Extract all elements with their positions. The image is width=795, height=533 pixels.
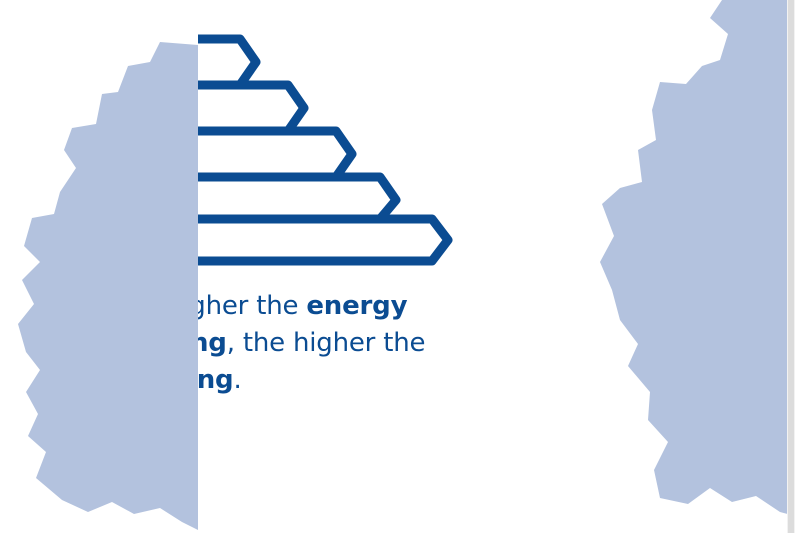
energy-label-caption: higher the energy ng, the higher the ing…: [198, 288, 498, 438]
caption-line-3-bold: ing: [198, 365, 234, 395]
caption-line-3-regular: .: [233, 365, 242, 395]
caption-line-1-bold: energy: [306, 291, 408, 321]
caption-line-2-regular: , the higher the: [226, 328, 426, 358]
energy-label-arrows-icon: [198, 0, 468, 270]
caption-line-1-regular: higher the: [198, 291, 299, 321]
vertical-scrollbar[interactable]: [787, 0, 795, 533]
scrollbar-thumb[interactable]: [788, 0, 794, 533]
germany-map-left-icon: [0, 0, 198, 533]
caption-line-2: ng, the higher the: [198, 325, 498, 362]
caption-line-2-bold: ng: [198, 328, 227, 358]
caption-line-1: higher the energy: [198, 288, 498, 325]
caption-line-3: ing.: [198, 362, 498, 399]
germany-map-right-icon: [590, 0, 795, 533]
